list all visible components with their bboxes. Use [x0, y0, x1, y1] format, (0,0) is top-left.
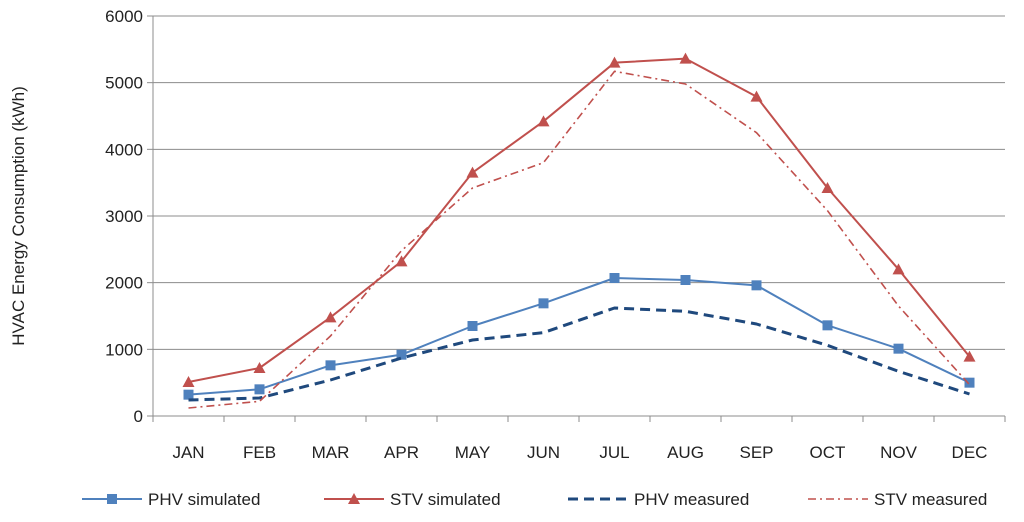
legend-item-stv-measured: STV measured: [808, 490, 987, 509]
axes: [147, 15, 1006, 422]
y-tick-labels: 0 1000 2000 3000 4000 5000 6000: [105, 7, 143, 426]
y-tick-label: 1000: [105, 340, 143, 359]
y-tick-label: 6000: [105, 7, 143, 26]
data-point-phv-simulated: [680, 275, 691, 285]
x-tick-label: JUN: [527, 443, 560, 462]
legend: PHV simulated STV simulated PHV measured ST…: [82, 490, 987, 509]
series-line-stv-simulated: [188, 57, 971, 383]
data-point-stv-simulated: [466, 166, 479, 178]
y-tick-label: 4000: [105, 140, 143, 159]
series-stv-measured: [188, 70, 971, 409]
series-line-stv-measured: [188, 70, 971, 409]
legend-label: PHV simulated: [148, 490, 260, 509]
x-tick-label: NOV: [880, 443, 918, 462]
legend-marker: [107, 494, 117, 504]
data-point-stv-simulated: [892, 263, 905, 275]
data-point-stv-simulated: [395, 255, 408, 267]
x-tick-label: FEB: [243, 443, 276, 462]
data-point-stv-simulated: [963, 350, 976, 362]
series-line-phv-measured: [188, 306, 970, 402]
series-stv-simulated: [182, 52, 976, 387]
series-lines: [182, 52, 976, 409]
x-tick-label: DEC: [952, 443, 988, 462]
x-tick-label: OCT: [810, 443, 846, 462]
legend-label: STV measured: [874, 490, 987, 509]
legend-marker: [348, 493, 360, 504]
x-tick-label: JAN: [172, 443, 204, 462]
data-point-stv-simulated: [608, 56, 621, 68]
data-point-phv-simulated: [467, 321, 478, 331]
x-tick-labels: JAN FEB MAR APR MAY JUN JUL AUG SEP OCT NOV DEC: [172, 443, 987, 462]
data-point-phv-simulated: [609, 273, 620, 283]
data-point-stv-simulated: [679, 52, 692, 64]
series-phv-simulated: [183, 273, 975, 400]
x-tick-label: APR: [384, 443, 419, 462]
data-point-stv-simulated: [182, 376, 195, 387]
x-tick-label: JUL: [599, 443, 629, 462]
y-axis-label: HVAC Energy Consumption (kWh): [9, 86, 28, 346]
legend-item-phv-measured: PHV measured: [568, 490, 749, 509]
data-point-stv-simulated: [537, 115, 550, 127]
data-point-stv-simulated: [750, 90, 763, 102]
data-point-phv-simulated: [325, 360, 336, 371]
y-tick-label: 2000: [105, 274, 143, 293]
data-point-stv-simulated: [253, 362, 266, 373]
legend-item-stv-simulated: STV simulated: [324, 490, 501, 509]
data-point-phv-simulated: [964, 377, 975, 388]
legend-label: STV simulated: [390, 490, 501, 509]
data-point-phv-simulated: [822, 320, 833, 331]
x-tick-label: MAR: [312, 443, 350, 462]
x-tick-label: SEP: [739, 443, 773, 462]
data-point-phv-simulated: [183, 389, 194, 400]
data-point-phv-simulated: [396, 349, 407, 360]
x-tick-label: MAY: [455, 443, 491, 462]
series-phv-measured: [188, 306, 970, 402]
legend-item-phv-simulated: PHV simulated: [82, 490, 260, 509]
y-tick-label: 3000: [105, 207, 143, 226]
y-tick-label: 0: [134, 407, 143, 426]
data-point-phv-simulated: [538, 298, 549, 309]
data-point-phv-simulated: [893, 343, 904, 354]
series-line-phv-simulated: [188, 277, 970, 396]
data-point-phv-simulated: [751, 280, 762, 291]
legend-label: PHV measured: [634, 490, 749, 509]
data-point-phv-simulated: [254, 384, 265, 395]
data-point-stv-simulated: [821, 182, 834, 193]
x-tick-label: AUG: [667, 443, 704, 462]
data-point-stv-simulated: [324, 311, 337, 323]
y-tick-label: 5000: [105, 74, 143, 93]
gridlines: [153, 15, 1005, 350]
